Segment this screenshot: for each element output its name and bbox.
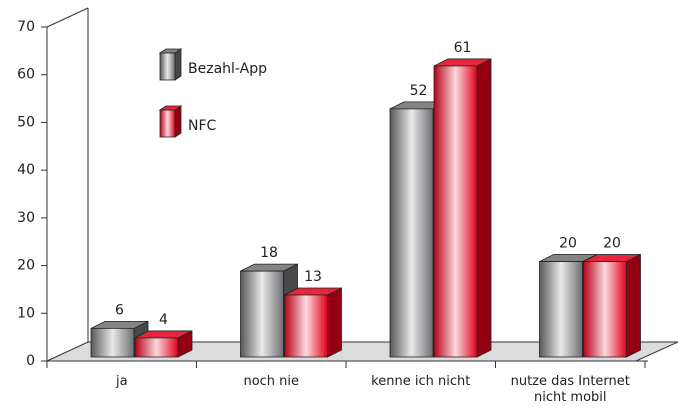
x-tick-label: noch nie [243, 374, 300, 389]
y-tick-label: 50 [17, 114, 35, 130]
bar-side [327, 287, 342, 358]
bar-front [539, 261, 583, 358]
bar [433, 58, 492, 358]
y-tick-label: 70 [17, 19, 35, 35]
bar-front [240, 270, 284, 358]
legend-label: Bezahl-App [188, 61, 267, 77]
data-label: 4 [159, 312, 168, 328]
bar-front [583, 261, 627, 358]
bar-side [476, 58, 492, 358]
x-tick-label: ja [115, 374, 128, 389]
data-label: 20 [603, 236, 621, 252]
bar [90, 320, 149, 358]
bar-front [389, 108, 434, 358]
y-tick-label: 10 [17, 305, 35, 321]
legend-swatch [159, 52, 176, 81]
data-label: 61 [454, 40, 472, 56]
y-tick-label: 40 [17, 162, 35, 178]
bar [134, 330, 193, 358]
wall-top-edge [46, 7, 89, 28]
legend-swatch [159, 109, 176, 138]
data-label: 13 [304, 269, 322, 285]
x-tick-label: kenne ich nicht [371, 374, 471, 389]
y-tick-label: 60 [17, 67, 35, 83]
legend-side [174, 105, 182, 138]
bar-front [90, 327, 135, 358]
bar-front [433, 65, 478, 358]
bar-front [284, 294, 328, 358]
y-tick-label: 0 [26, 353, 35, 369]
y-tick-label: 20 [17, 258, 35, 274]
y-tick-label: 30 [17, 210, 35, 226]
bar [583, 253, 641, 358]
legend-label: NFC [188, 118, 217, 134]
data-label: 20 [559, 236, 577, 252]
bar-front [134, 337, 179, 358]
data-label: 6 [115, 302, 124, 318]
legend-side [174, 48, 182, 81]
x-tick-label: nutze das Internet nicht mobil [510, 374, 630, 405]
bar [284, 287, 342, 358]
data-label: 52 [410, 83, 428, 99]
data-label: 18 [260, 245, 278, 261]
bar-side [626, 253, 641, 358]
